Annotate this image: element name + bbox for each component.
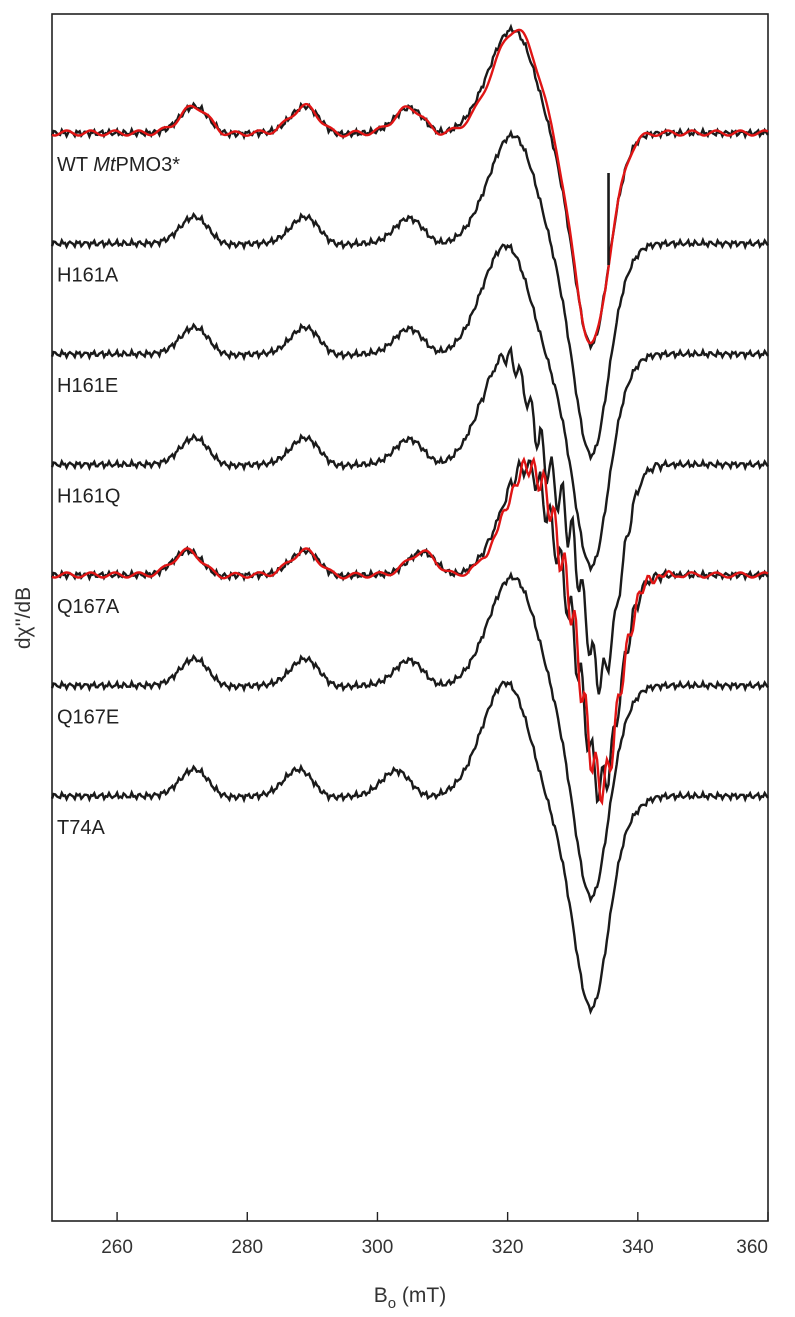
x-axis-title-unit: (mT) — [396, 1284, 446, 1307]
y-axis-title: dχ''/dB — [12, 587, 35, 649]
trace-label-text: Q167E — [57, 707, 119, 729]
spectrum-line-h161a — [50, 128, 769, 462]
simulated-line-0 — [51, 28, 769, 345]
spectrum-line-h161e — [50, 243, 769, 573]
spectrum-line-q167e — [50, 570, 769, 904]
x-tick-label: 320 — [492, 1237, 524, 1258]
spectra-traces — [50, 23, 769, 1015]
spectrum-line-h161q — [50, 345, 769, 695]
simulated-line-4 — [51, 456, 769, 806]
spectrum-line-wt-mtpmo3- — [50, 23, 769, 351]
x-axis-title-group: Bo (mT) — [374, 1284, 447, 1312]
x-tick-label: 360 — [736, 1237, 768, 1258]
spectrum-line-t74a — [50, 680, 769, 1015]
x-axis-title-main: B — [374, 1284, 388, 1307]
x-tick-label: 280 — [231, 1237, 263, 1258]
x-tick-label: 300 — [362, 1237, 394, 1258]
x-axis: 260 280 300 320 340 360 — [101, 1212, 769, 1258]
trace-label-text: T74A — [57, 817, 105, 839]
x-axis-title: Bo (mT) — [374, 1284, 447, 1312]
trace-label: H161A — [57, 265, 119, 287]
trace-label: Q167A — [57, 596, 120, 618]
x-tick-label: 340 — [622, 1237, 654, 1258]
x-tick-label: 260 — [101, 1237, 133, 1258]
trace-label: WT MtPMO3* — [57, 154, 180, 176]
x-axis-title-subscript: o — [388, 1295, 396, 1312]
trace-label-italic: Mt — [93, 154, 117, 176]
trace-label-text: H161A — [57, 265, 119, 287]
trace-label: T74A — [57, 817, 105, 839]
trace-label: H161E — [57, 375, 118, 397]
trace-label-text: Q167A — [57, 596, 120, 618]
trace-label-text: H161Q — [57, 486, 120, 508]
spectrum-line-q167a — [50, 457, 769, 805]
plot-area-frame — [51, 13, 769, 1222]
trace-label-suffix: PMO3* — [116, 154, 181, 176]
trace-label: H161Q — [57, 486, 120, 508]
trace-label-text: H161E — [57, 375, 118, 397]
trace-label-text: WT — [57, 154, 93, 176]
trace-label: Q167E — [57, 707, 119, 729]
trace-labels: WT MtPMO3* H161A H161E H161Q Q167A Q167E T74A — [57, 154, 180, 839]
